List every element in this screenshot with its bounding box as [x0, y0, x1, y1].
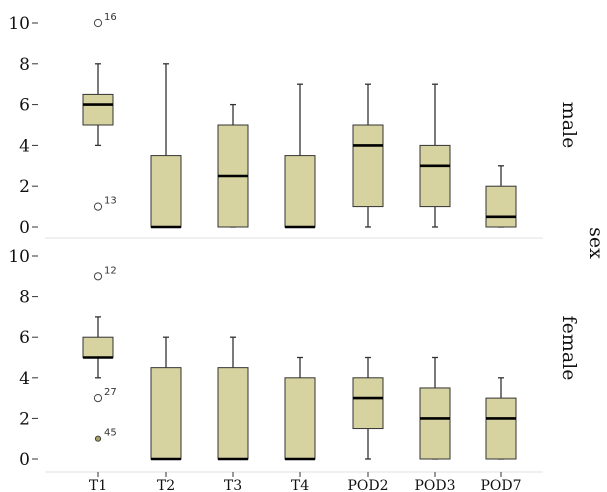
- y-tick-label: 10: [8, 14, 30, 34]
- x-tick-label: T1: [89, 478, 107, 492]
- y-tick-label: 0: [19, 218, 30, 238]
- box-t2: [150, 336, 182, 461]
- panel-male: 0 2 4 6 8 10 male 16 13: [8, 12, 580, 238]
- box-t1: [82, 316, 114, 379]
- iqr-box: [352, 377, 384, 430]
- x-tick-label: POD3: [414, 478, 455, 492]
- iqr-box: [485, 185, 517, 228]
- outlier-label: 12: [104, 265, 117, 276]
- box-pod3: [419, 356, 451, 460]
- y-tick-label: 10: [8, 247, 30, 267]
- x-tick-label: T4: [291, 478, 309, 492]
- iqr-box: [419, 144, 451, 208]
- outlier-point: [94, 435, 102, 442]
- y-tick-label: 4: [19, 369, 30, 389]
- box-pod3: [419, 83, 451, 228]
- iqr-box: [150, 155, 182, 228]
- panel-label-female: female: [558, 316, 580, 381]
- y-tick-label: 8: [19, 288, 30, 308]
- box-t3: [217, 103, 249, 228]
- outlier-label: 13: [104, 196, 117, 207]
- iqr-box: [150, 367, 182, 460]
- y-tick-label: 2: [19, 409, 30, 429]
- outlier-label: 27: [104, 387, 117, 398]
- box-pod2: [352, 83, 384, 228]
- iqr-box: [217, 367, 249, 460]
- y-tick-label: 6: [19, 328, 30, 348]
- outlier-label: 45: [104, 428, 117, 439]
- y-tick-label: 8: [19, 55, 30, 75]
- box-pod2: [352, 356, 384, 460]
- iqr-box: [485, 397, 517, 460]
- box-t3: [217, 336, 249, 461]
- panels-group: 0 2 4 6 8 10 male 16 13 0 2 4 6 8 10 female 12 27 45: [8, 12, 580, 470]
- x-tick-label: POD2: [347, 478, 388, 492]
- panel-label-male: male: [558, 102, 580, 149]
- outlier-point: [93, 394, 103, 403]
- box-t4: [284, 83, 316, 229]
- y-tick-label: 4: [19, 136, 30, 156]
- y-tick-label: 2: [19, 177, 30, 197]
- iqr-box: [284, 377, 316, 460]
- x-tick-label: POD7: [480, 478, 521, 492]
- outlier-point: [93, 202, 103, 211]
- box-t4: [284, 356, 316, 461]
- panel-female: 0 2 4 6 8 10 female 12 27 45: [8, 247, 580, 470]
- y-tick-label: 6: [19, 96, 30, 116]
- iqr-box: [419, 387, 451, 460]
- iqr-box: [284, 155, 316, 228]
- facet-title: sex: [585, 227, 607, 259]
- box-pod7: [485, 165, 517, 228]
- outlier-point: [93, 18, 103, 28]
- x-tick-label: T3: [224, 478, 242, 492]
- y-tick-label: 0: [19, 450, 30, 470]
- iqr-box: [82, 93, 114, 126]
- iqr-box: [352, 124, 384, 208]
- outlier-point: [93, 272, 103, 281]
- box-pod7: [485, 377, 517, 460]
- iqr-box: [82, 336, 114, 359]
- outlier-label: 16: [104, 12, 117, 23]
- box-t2: [150, 63, 182, 229]
- x-tick-label: T2: [157, 478, 175, 492]
- x-axis-labels: T1 T2 T3 T4 POD2 POD3 POD7: [89, 472, 522, 492]
- box-t1: [82, 63, 114, 147]
